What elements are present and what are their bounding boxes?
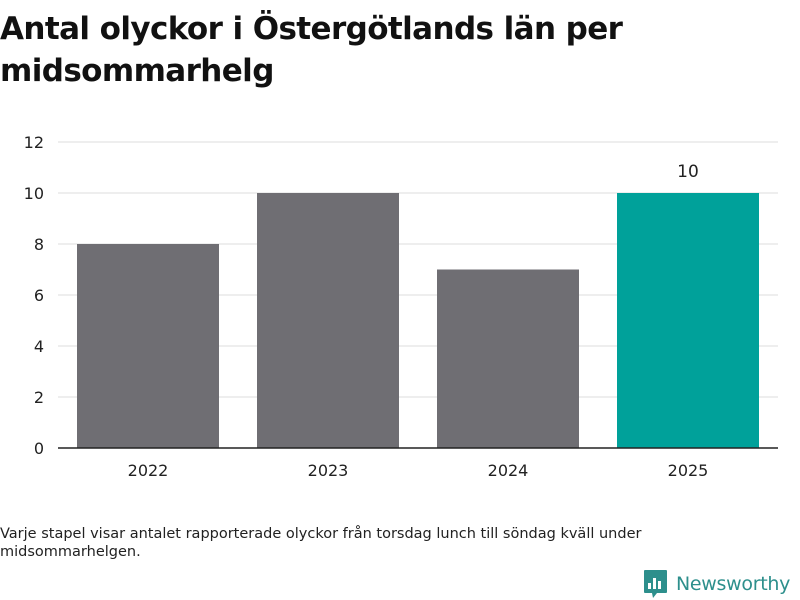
x-tick-label: 2024 bbox=[488, 461, 529, 480]
brand-logo[interactable]: Newsworthy bbox=[643, 568, 790, 600]
bar-2024 bbox=[437, 269, 579, 448]
y-tick-label: 12 bbox=[24, 133, 44, 152]
chart-footnote: Varje stapel visar antalet rapporterade … bbox=[0, 526, 642, 560]
y-tick-label: 8 bbox=[34, 235, 44, 254]
bars bbox=[77, 193, 759, 448]
brand-name: Newsworthy bbox=[676, 573, 791, 595]
bar-2022 bbox=[77, 244, 219, 448]
chart-title: Antal olyckor i Östergötlands län per mi… bbox=[0, 11, 623, 89]
newsworthy-logo-icon bbox=[644, 570, 667, 598]
value-labels: 10 bbox=[677, 162, 699, 182]
bar-2025 bbox=[617, 193, 759, 448]
value-label: 10 bbox=[677, 162, 699, 182]
bar-2023 bbox=[257, 193, 399, 448]
y-tick-label: 2 bbox=[34, 388, 44, 407]
y-axis-tick-labels: 0 2 4 6 8 10 12 bbox=[24, 133, 44, 458]
x-axis-tick-labels: 2022 2023 2024 2025 bbox=[128, 461, 709, 480]
y-tick-label: 0 bbox=[34, 439, 44, 458]
x-tick-label: 2023 bbox=[308, 461, 349, 480]
x-tick-label: 2025 bbox=[668, 461, 709, 480]
x-tick-label: 2022 bbox=[128, 461, 169, 480]
y-tick-label: 6 bbox=[34, 286, 44, 305]
y-tick-label: 10 bbox=[24, 184, 44, 203]
y-tick-label: 4 bbox=[34, 337, 44, 356]
bar-chart: 0 2 4 6 8 10 12 2022 2023 2024 2025 10 bbox=[24, 133, 778, 480]
